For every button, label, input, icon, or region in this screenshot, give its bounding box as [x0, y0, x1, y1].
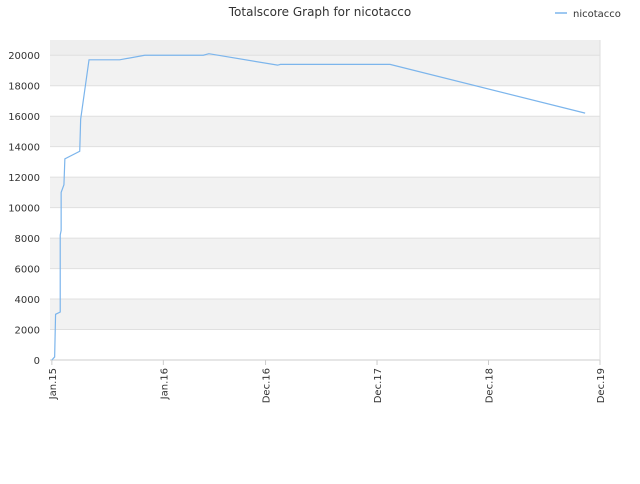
y-tick-label: 8000 [15, 234, 40, 245]
grid-band [50, 238, 600, 269]
x-tick-label: Dec.19 [596, 368, 607, 403]
x-tick-label: Dec.18 [485, 368, 496, 403]
y-tick-label: 16000 [8, 112, 40, 123]
legend-label: nicotacco [573, 9, 621, 20]
x-tick-label: Dec.16 [262, 368, 273, 403]
grid-band [50, 146, 600, 178]
grid-band [50, 177, 600, 208]
grid-band [50, 55, 600, 86]
grid-band [50, 299, 600, 330]
grid-band [50, 207, 600, 239]
y-tick-label: 14000 [8, 143, 40, 154]
x-tick-label: Jan.15 [48, 368, 59, 400]
y-tick-label: 0 [34, 356, 40, 367]
x-tick-label: Dec.17 [373, 368, 384, 403]
chart-title: Totalscore Graph for nicotacco [228, 5, 412, 19]
grid-band [50, 85, 600, 117]
y-tick-label: 6000 [15, 265, 40, 276]
x-tick-label: Jan.16 [159, 368, 170, 400]
y-tick-label: 12000 [8, 173, 40, 184]
grid-band [50, 116, 600, 147]
grid-band [50, 268, 600, 300]
y-tick-label: 4000 [15, 295, 40, 306]
series-line [51, 53, 586, 361]
grid-band [50, 329, 600, 360]
y-tick-label: 20000 [8, 51, 40, 62]
y-tick-label: 2000 [15, 326, 40, 337]
y-tick-label: 10000 [8, 204, 40, 215]
y-tick-label: 18000 [8, 82, 40, 93]
